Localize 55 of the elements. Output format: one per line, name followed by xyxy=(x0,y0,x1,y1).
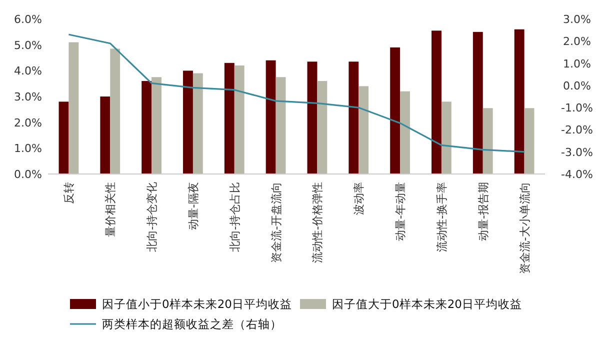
bar xyxy=(266,60,276,174)
bar xyxy=(432,30,442,174)
bar xyxy=(276,77,286,174)
bar xyxy=(358,86,369,174)
x-tick-label: 动量-报告期 xyxy=(476,182,490,241)
x-tick-label: 资金流-开盘流向 xyxy=(270,182,283,263)
bar xyxy=(68,42,79,174)
y-tick-label: 2.0% xyxy=(14,116,42,130)
bar xyxy=(482,108,493,174)
bar xyxy=(224,62,234,174)
x-tick-label: 波动率 xyxy=(352,182,366,215)
bar xyxy=(183,70,193,174)
y-tick-label: 3.0% xyxy=(14,90,42,104)
bar xyxy=(390,47,400,174)
x-tick-label: 量价相关性 xyxy=(104,182,118,237)
bar xyxy=(234,66,244,174)
y2-tick-label: -2.0% xyxy=(561,124,593,137)
y2-tick-label: 3.0% xyxy=(563,13,591,26)
x-tick-label: 北向-持仓变化 xyxy=(146,182,159,252)
bar xyxy=(307,62,318,174)
x-tick-label: 资金流-大小单流向 xyxy=(518,182,532,274)
x-tick-label: 反转 xyxy=(62,182,76,204)
legend-label: 因子值小于0样本未来20日平均收益 xyxy=(102,297,292,311)
y2-tick-label: 2.0% xyxy=(563,35,591,48)
legend-label: 两类样本的超额收益之差（右轴） xyxy=(102,317,282,331)
bar xyxy=(400,91,410,174)
bar xyxy=(472,32,483,174)
x-tick-label: 动量-隔夜 xyxy=(186,182,200,230)
bar xyxy=(110,48,120,174)
bar xyxy=(192,73,203,174)
line-series xyxy=(68,34,526,153)
bar xyxy=(514,29,524,174)
y2-tick-label: -3.0% xyxy=(561,146,593,159)
bar xyxy=(524,108,534,174)
bar xyxy=(348,62,359,174)
y2-tick-label: -4.0% xyxy=(561,168,593,181)
y-tick-label: 4.0% xyxy=(14,64,42,78)
bar xyxy=(142,81,152,174)
x-tick-label: 流动性-价格弹性 xyxy=(311,182,324,263)
bar xyxy=(58,102,69,174)
y-tick-label: 5.0% xyxy=(14,38,42,52)
y-tick-label: 0.0% xyxy=(14,168,42,181)
bar xyxy=(317,81,328,174)
x-tick-label: 流动性-换手率 xyxy=(435,182,448,252)
legend-label: 因子值大于0样本未来20日平均收益 xyxy=(332,297,522,311)
y2-tick-label: -1.0% xyxy=(561,102,593,115)
x-tick-label: 动量-年动量 xyxy=(394,182,408,241)
bar xyxy=(152,77,162,174)
y2-tick-label: 0.0% xyxy=(563,79,591,92)
y-tick-label: 6.0% xyxy=(14,13,42,26)
x-tick-label: 北向-持仓占比 xyxy=(228,182,242,252)
bar xyxy=(441,102,452,174)
y2-tick-label: 1.0% xyxy=(563,57,591,70)
y-tick-label: 1.0% xyxy=(14,142,42,156)
bar xyxy=(100,96,110,174)
